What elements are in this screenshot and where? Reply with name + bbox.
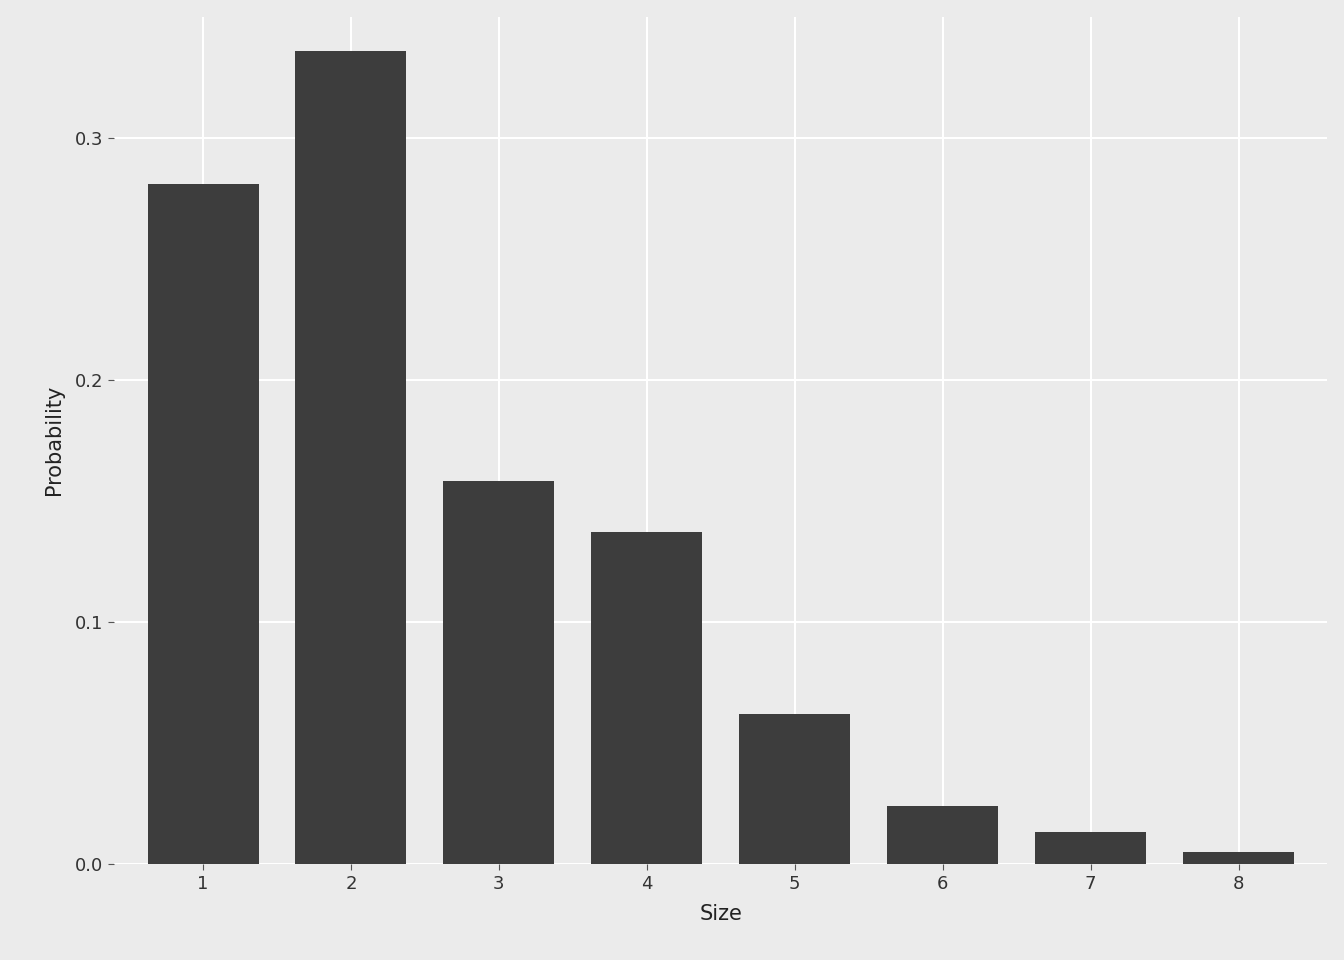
Bar — [444, 482, 554, 864]
X-axis label: Size: Size — [699, 904, 742, 924]
Y-axis label: Probability: Probability — [43, 385, 63, 495]
Bar — [296, 51, 406, 864]
Bar — [1183, 852, 1294, 864]
Bar — [1035, 832, 1146, 864]
Bar — [887, 805, 999, 864]
Bar — [591, 532, 703, 864]
Bar — [148, 183, 258, 864]
Bar — [739, 714, 851, 864]
